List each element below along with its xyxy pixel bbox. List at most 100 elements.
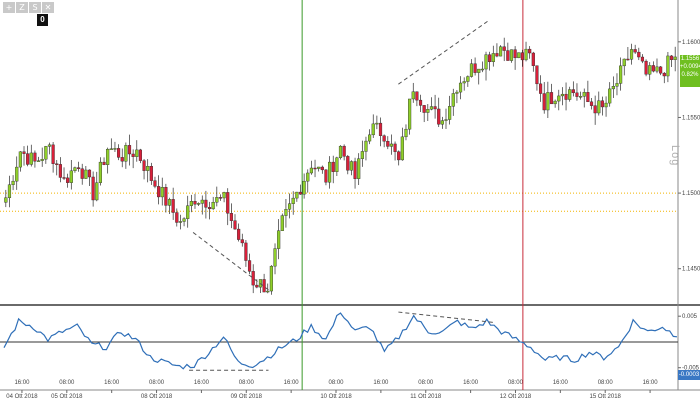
candle-body <box>127 145 132 155</box>
candle-body <box>411 91 415 100</box>
candle-body <box>36 160 41 162</box>
candle-body <box>197 203 201 205</box>
candle-body <box>353 161 357 179</box>
candle-body <box>571 89 575 94</box>
candle-body <box>666 55 670 77</box>
candle-body <box>33 152 37 162</box>
candle-body <box>444 119 448 121</box>
candle-body <box>218 197 223 199</box>
time-tick-label-13: 08:00 <box>598 380 614 386</box>
time-tick-label-7: 08:00 <box>329 380 345 386</box>
date-label-11: 12 Ott 2018 <box>500 394 532 400</box>
candle-body <box>167 199 172 206</box>
last-price-value: 1.1556 <box>680 56 700 62</box>
candle-body <box>211 202 215 210</box>
candle-body <box>673 56 677 60</box>
date-label-3: 08 Ott 2018 <box>141 394 173 400</box>
candle-body <box>669 55 674 60</box>
candle-body <box>357 158 361 179</box>
candle-body <box>22 151 26 154</box>
candle-body <box>309 167 313 174</box>
candle-body <box>280 215 284 231</box>
candle-body <box>91 176 95 201</box>
zoom-tool-icon[interactable]: Z <box>16 2 28 13</box>
crosshair-icon[interactable]: ✕ <box>42 2 54 13</box>
candle-body <box>47 144 52 147</box>
candle-body <box>317 166 321 169</box>
candle-body <box>586 92 590 103</box>
candle-body <box>262 279 266 293</box>
candle-body <box>495 53 499 57</box>
candle-body <box>462 81 466 84</box>
candle-body <box>637 51 641 58</box>
candle-body <box>626 58 630 61</box>
candle-body <box>513 49 517 59</box>
candle-body <box>651 65 655 72</box>
candle-body <box>342 145 346 157</box>
time-tick-label-1: 08:00 <box>59 380 75 386</box>
candle-body <box>575 92 579 97</box>
candle-body <box>4 197 8 203</box>
time-tick-label-12: 16:00 <box>553 380 569 386</box>
candle-body <box>498 46 503 57</box>
candle-body <box>437 108 441 125</box>
time-tick-label-2: 16:00 <box>104 380 120 386</box>
candle-body <box>349 161 353 171</box>
candle-body <box>549 92 554 105</box>
candle-body <box>484 54 488 70</box>
trendline-0 <box>192 232 269 291</box>
candle-body <box>397 151 401 161</box>
candle-body <box>531 52 535 66</box>
candle-body <box>378 122 383 136</box>
candle-body <box>124 145 128 162</box>
time-tick-label-6: 16:00 <box>284 380 300 386</box>
candle-body <box>520 52 524 61</box>
candle-body <box>589 101 594 106</box>
candle-body <box>273 248 277 267</box>
time-tick-label-8: 16:00 <box>373 380 389 386</box>
candle-body <box>287 203 292 210</box>
candle-body <box>66 177 70 183</box>
candle-body <box>269 265 273 292</box>
candle-body <box>335 157 339 172</box>
last-price-change-pct: 0.82% <box>681 72 699 78</box>
candle-body <box>320 166 324 171</box>
candle-body <box>160 187 164 198</box>
date-label-9: 11 Ott 2018 <box>410 394 442 400</box>
candle-body <box>120 157 124 162</box>
log-scale-label[interactable]: Log <box>669 145 681 167</box>
candle-body <box>200 199 204 204</box>
candle-body <box>113 148 117 150</box>
candle-body <box>517 52 521 59</box>
candle-body <box>560 93 564 97</box>
candle-body <box>298 191 303 195</box>
candle-body <box>422 105 426 113</box>
candle-body <box>389 143 394 147</box>
candle-body <box>597 100 601 114</box>
date-label-1: 05 Ott 2018 <box>51 394 83 400</box>
candle-body <box>659 66 663 74</box>
candle-body <box>229 213 233 221</box>
candle-body <box>186 205 190 219</box>
candle-body <box>84 169 88 179</box>
candle-body <box>244 242 248 261</box>
candle-body <box>346 156 350 171</box>
candle-body <box>608 88 612 104</box>
candle-body <box>538 83 543 94</box>
last-price-change: +0.0094 <box>680 64 700 70</box>
candle-body <box>109 148 113 150</box>
candle-body <box>553 100 557 105</box>
candle-body <box>302 180 306 195</box>
candle-body <box>102 161 106 165</box>
date-label-0: 04 Ott 2018 <box>6 394 38 400</box>
candle-body <box>611 86 615 90</box>
candle-body <box>284 209 288 216</box>
candle-body <box>415 91 419 101</box>
candle-body <box>55 163 59 165</box>
candle-body <box>295 191 299 199</box>
price-tick-label-0: 1.1600 <box>682 40 700 46</box>
candle-body <box>182 218 186 222</box>
snap-icon[interactable]: S <box>29 2 41 13</box>
zoom-in-icon[interactable]: + <box>3 2 15 13</box>
